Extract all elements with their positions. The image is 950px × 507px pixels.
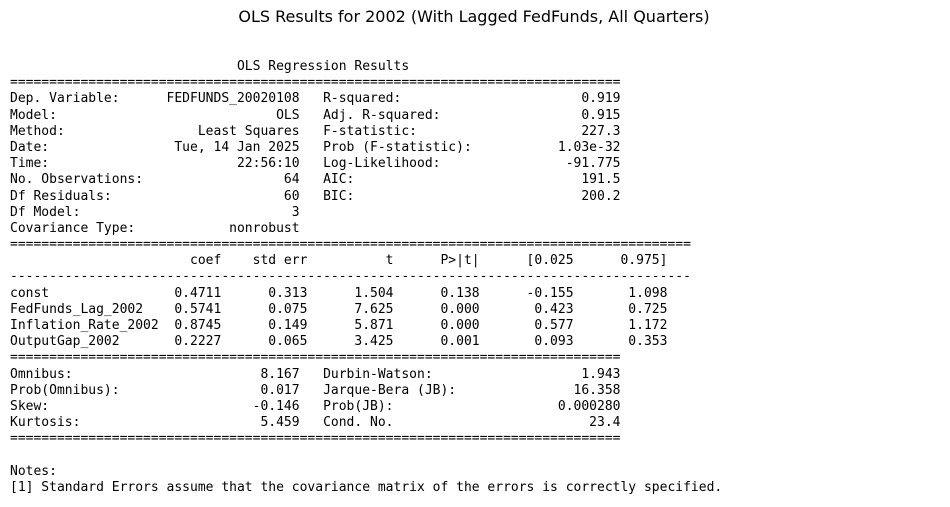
separator-line: ========================================… xyxy=(10,237,691,253)
separator-line: ========================================… xyxy=(10,431,621,447)
coef-row-const: const 0.4711 0.313 1.504 0.138 -0.155 1.… xyxy=(10,285,668,301)
notes-text: [1] Standard Errors assume that the cova… xyxy=(10,479,723,495)
coef-row-output-gap: OutputGap_2002 0.2227 0.065 3.425 0.001 … xyxy=(10,334,668,350)
stat-row-method: Method: Least Squares F-statistic: 227.3 xyxy=(10,123,621,139)
stat-row-time: Time: 22:56:10 Log-Likelihood: -91.775 xyxy=(10,156,621,172)
stat-row-dep-variable: Dep. Variable: FEDFUNDS_20020108 R-squar… xyxy=(10,91,621,107)
diag-row-prob-omnibus: Prob(Omnibus): 0.017 Jarque-Bera (JB): 1… xyxy=(10,382,621,398)
stat-row-df-residuals: Df Residuals: 60 BIC: 200.2 xyxy=(10,188,621,204)
notes-heading: Notes: xyxy=(10,463,57,479)
figure-title: OLS Results for 2002 (With Lagged FedFun… xyxy=(238,7,710,26)
header-line: OLS Regression Results xyxy=(10,59,629,74)
diag-row-kurtosis: Kurtosis: 5.459 Cond. No. 23.4 xyxy=(10,415,621,431)
stat-row-covariance: Covariance Type: nonrobust xyxy=(10,220,621,236)
coef-table-header: coef std err t P>|t| [0.025 0.975] xyxy=(10,253,668,269)
stat-row-model: Model: OLS Adj. R-squared: 0.915 xyxy=(10,107,621,123)
coef-row-inflation-rate: Inflation_Rate_2002 0.8745 0.149 5.871 0… xyxy=(10,318,668,333)
stat-row-df-model: Df Model: 3 xyxy=(10,204,621,220)
separator-line: ----------------------------------------… xyxy=(10,269,691,285)
ols-summary-text: OLS Regression Results =================… xyxy=(10,59,722,496)
stat-row-date: Date: Tue, 14 Jan 2025 Prob (F-statistic… xyxy=(10,139,621,155)
coef-row-fedfunds-lag: FedFunds_Lag_2002 0.5741 0.075 7.625 0.0… xyxy=(10,301,668,317)
diag-row-omnibus: Omnibus: 8.167 Durbin-Watson: 1.943 xyxy=(10,366,621,382)
stat-row-observations: No. Observations: 64 AIC: 191.5 xyxy=(10,172,621,188)
separator-line: ========================================… xyxy=(10,75,621,91)
blank-line xyxy=(10,448,722,464)
separator-line: ========================================… xyxy=(10,350,621,366)
diag-row-skew: Skew: -0.146 Prob(JB): 0.000280 xyxy=(10,398,621,414)
